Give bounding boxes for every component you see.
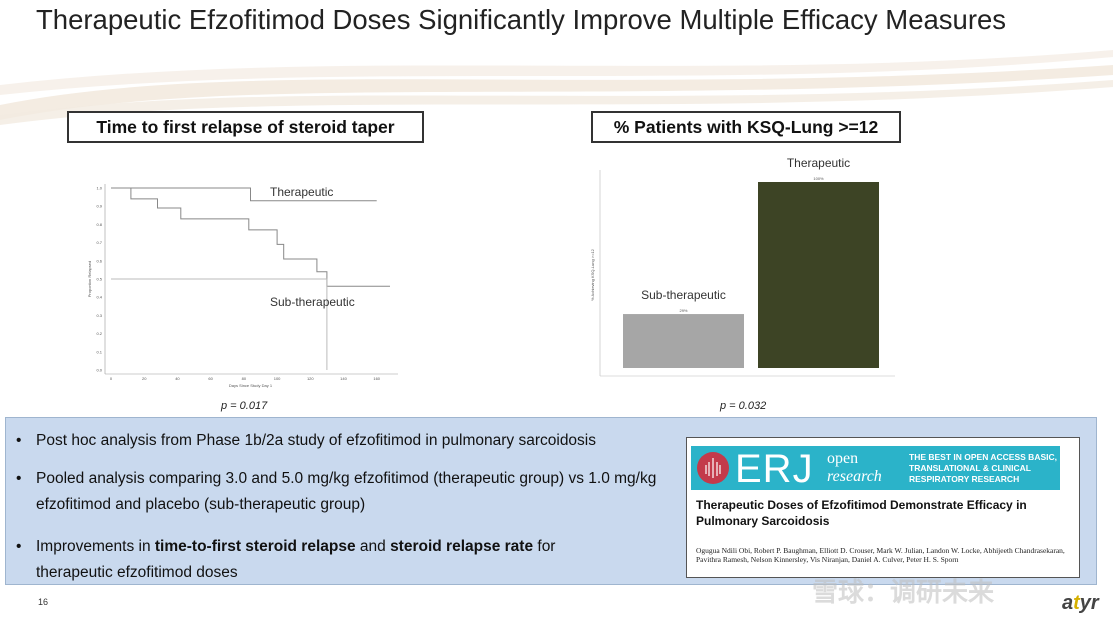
logo-part: yr xyxy=(1079,592,1099,614)
journal-research-label: research xyxy=(827,468,882,485)
km-series-line-0 xyxy=(111,187,377,202)
x-tick-label: 0 xyxy=(110,376,113,381)
journal-tagline: THE BEST IN OPEN ACCESS BASIC, TRANSLATI… xyxy=(909,452,1057,484)
company-logo: atyr xyxy=(1062,592,1099,615)
bullet3-pre: Improvements in xyxy=(36,538,155,555)
y-tick-label: 0.7 xyxy=(96,240,102,245)
bullet-dot: • xyxy=(16,432,22,449)
km-chart: 0.0 0.1 0.2 0.3 0.4 0.5 0.6 0.7 0.8 0.9 1.0 0 20 40 60… xyxy=(87,184,398,388)
y-axis-label: Proportion Relapsed xyxy=(87,261,92,297)
x-tick-label: 140 xyxy=(340,376,347,381)
bullet3-post: for therapeutic efzofitimod doses xyxy=(36,538,556,581)
bar-1 xyxy=(758,182,879,368)
paper-authors: Ogugua Ndili Obi, Robert P. Baughman, El… xyxy=(696,546,1065,564)
journal-banner: ERJ open research THE BEST IN OPEN ACCES… xyxy=(691,446,1060,491)
bar-category-label: Therapeutic xyxy=(787,156,850,170)
y-tick-label: 0.9 xyxy=(96,204,102,209)
y-tick-label: 0.1 xyxy=(96,349,102,354)
x-tick-label: 80 xyxy=(242,376,247,381)
x-tick-label: 40 xyxy=(175,376,180,381)
bullet3-bold1: time-to-first steroid relapse xyxy=(154,538,356,555)
x-tick-label: 100 xyxy=(274,376,281,381)
bar-chart-header: % Patients with KSQ-Lung >=12 xyxy=(591,111,901,143)
bar-value-label: 100% xyxy=(813,176,824,181)
bar-category-label: Sub-therapeutic xyxy=(641,288,726,302)
y-tick-label: 0.3 xyxy=(96,313,102,318)
x-tick-label: 20 xyxy=(142,376,147,381)
y-tick-label: 0.2 xyxy=(96,331,102,336)
paper-title: Therapeutic Doses of Efzofitimod Demonst… xyxy=(696,498,1027,528)
bar-p-value: p = 0.032 xyxy=(720,400,767,412)
series-label-therapeutic: Therapeutic xyxy=(270,185,333,199)
bullet-text: Improvements in time-to-first steroid re… xyxy=(36,534,561,586)
y-tick-label: 0.4 xyxy=(96,295,102,300)
x-tick-label: 60 xyxy=(208,376,213,381)
x-axis-label: Days Since Study Day 1 xyxy=(229,383,273,388)
bar-0 xyxy=(623,314,744,368)
journal-name: ERJ xyxy=(735,447,814,491)
bullet-dot: • xyxy=(16,470,22,487)
km-series-line-1 xyxy=(111,187,390,287)
logo-part: a xyxy=(1062,592,1074,614)
y-tick-label: 0.0 xyxy=(96,368,102,373)
series-label-sub-therapeutic: Sub-therapeutic xyxy=(270,295,355,309)
watermark: 雪球：调研未来 xyxy=(812,577,995,607)
x-tick-label: 120 xyxy=(307,376,314,381)
y-axis-label: % Achieving KSQ-Lung >=12 xyxy=(590,248,595,301)
bullet3-mid: and xyxy=(355,538,391,555)
slide-title: Therapeutic Efzofitimod Doses Significan… xyxy=(36,4,1007,35)
y-tick-label: 0.6 xyxy=(96,258,102,263)
x-tick-label: 160 xyxy=(373,376,380,381)
bar-value-label: 29% xyxy=(679,308,687,313)
bullet-text: Pooled analysis comparing 3.0 and 5.0 mg… xyxy=(36,470,657,513)
bullet-dot: • xyxy=(16,538,22,555)
journal-open-label: open xyxy=(827,450,859,467)
km-p-value: p = 0.017 xyxy=(221,400,268,412)
bullet3-bold2: steroid relapse rate xyxy=(390,538,534,555)
bullet-text: Post hoc analysis from Phase 1b/2a study… xyxy=(36,432,596,449)
page-number: 16 xyxy=(38,597,49,607)
y-tick-label: 0.8 xyxy=(96,222,102,227)
km-series-line-2 xyxy=(111,278,328,370)
header-swoosh-decoration xyxy=(0,50,1113,125)
y-tick-label: 0.5 xyxy=(96,277,102,282)
y-tick-label: 1.0 xyxy=(96,186,102,191)
logo-accent: t xyxy=(1073,592,1080,614)
paper-card: ERJ open research THE BEST IN OPEN ACCES… xyxy=(686,437,1080,578)
bar-chart: % Achieving KSQ-Lung >=12 29% Sub-therapeu… xyxy=(590,156,895,377)
km-chart-header: Time to first relapse of steroid taper xyxy=(67,111,424,143)
lungs-icon xyxy=(697,452,729,484)
